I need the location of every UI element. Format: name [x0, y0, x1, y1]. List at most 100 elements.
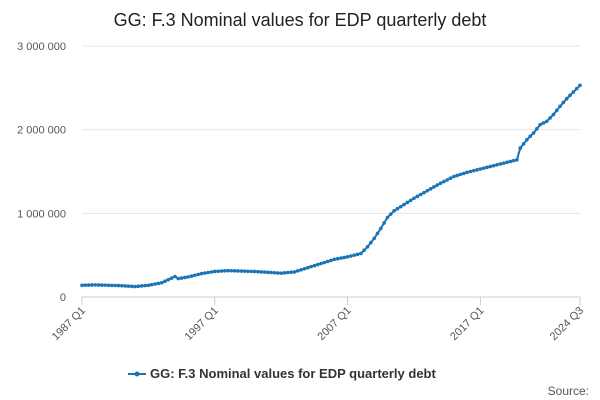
- data-point[interactable]: [90, 283, 94, 287]
- data-point[interactable]: [296, 269, 300, 273]
- data-point[interactable]: [531, 131, 536, 135]
- data-point[interactable]: [269, 270, 274, 275]
- data-point[interactable]: [232, 269, 237, 273]
- data-point[interactable]: [471, 168, 476, 173]
- data-point[interactable]: [508, 159, 513, 164]
- data-point[interactable]: [113, 283, 117, 288]
- data-point[interactable]: [256, 269, 260, 274]
- data-point[interactable]: [199, 271, 204, 276]
- data-point[interactable]: [398, 204, 403, 209]
- data-point[interactable]: [538, 122, 542, 127]
- data-point[interactable]: [458, 172, 463, 177]
- data-point[interactable]: [153, 282, 157, 286]
- data-point[interactable]: [213, 269, 217, 274]
- data-point[interactable]: [362, 248, 367, 252]
- data-point[interactable]: [578, 83, 582, 88]
- data-point[interactable]: [385, 215, 390, 220]
- data-point[interactable]: [179, 276, 184, 280]
- data-point[interactable]: [342, 255, 347, 260]
- data-point[interactable]: [468, 169, 473, 174]
- data-point[interactable]: [196, 272, 200, 277]
- data-point[interactable]: [259, 270, 264, 274]
- data-point[interactable]: [305, 265, 310, 270]
- data-point[interactable]: [312, 263, 317, 268]
- data-point[interactable]: [116, 283, 121, 288]
- data-point[interactable]: [120, 283, 124, 288]
- data-point[interactable]: [478, 167, 483, 171]
- data-point[interactable]: [515, 157, 519, 162]
- data-point[interactable]: [242, 269, 247, 273]
- data-point[interactable]: [528, 134, 532, 139]
- data-point[interactable]: [501, 161, 506, 165]
- data-point[interactable]: [548, 116, 552, 120]
- data-point[interactable]: [193, 273, 197, 278]
- data-point[interactable]: [216, 269, 220, 274]
- data-point[interactable]: [93, 283, 98, 287]
- data-point[interactable]: [525, 137, 529, 142]
- data-point[interactable]: [382, 221, 386, 225]
- data-point[interactable]: [518, 146, 523, 150]
- data-point[interactable]: [412, 196, 416, 201]
- data-point[interactable]: [209, 270, 214, 274]
- data-point[interactable]: [339, 256, 343, 260]
- data-point[interactable]: [292, 270, 297, 274]
- data-point[interactable]: [568, 93, 572, 98]
- data-point[interactable]: [276, 271, 280, 275]
- data-point[interactable]: [448, 176, 453, 180]
- data-point[interactable]: [279, 271, 284, 275]
- data-point[interactable]: [465, 170, 469, 175]
- data-point[interactable]: [375, 231, 380, 236]
- data-point[interactable]: [571, 90, 576, 94]
- data-point[interactable]: [535, 127, 539, 131]
- data-point[interactable]: [511, 158, 516, 163]
- data-point[interactable]: [405, 200, 410, 205]
- data-point[interactable]: [475, 168, 479, 172]
- source-label[interactable]: Source:: [548, 384, 589, 398]
- data-point[interactable]: [143, 283, 147, 288]
- data-point[interactable]: [126, 284, 131, 288]
- data-point[interactable]: [485, 165, 489, 170]
- data-point[interactable]: [541, 121, 546, 125]
- data-point[interactable]: [561, 100, 566, 105]
- data-point[interactable]: [564, 96, 569, 101]
- data-point[interactable]: [521, 142, 526, 146]
- data-point[interactable]: [183, 275, 187, 280]
- data-point[interactable]: [166, 277, 171, 282]
- legend-label[interactable]: GG: F.3 Nominal values for EDP quarterly…: [150, 366, 436, 381]
- data-point[interactable]: [219, 269, 224, 273]
- data-point[interactable]: [435, 183, 440, 187]
- data-point[interactable]: [442, 179, 446, 184]
- data-point[interactable]: [425, 188, 430, 193]
- data-point[interactable]: [236, 269, 240, 273]
- legend[interactable]: GG: F.3 Nominal values for EDP quarterly…: [128, 366, 436, 381]
- data-point[interactable]: [136, 284, 141, 289]
- data-point[interactable]: [252, 269, 257, 274]
- data-point[interactable]: [159, 280, 164, 285]
- data-point[interactable]: [123, 284, 127, 288]
- data-point[interactable]: [206, 270, 210, 275]
- data-point[interactable]: [388, 212, 393, 216]
- data-point[interactable]: [365, 245, 370, 249]
- data-point[interactable]: [100, 283, 104, 287]
- data-point[interactable]: [229, 268, 234, 273]
- data-point[interactable]: [189, 274, 194, 278]
- data-point[interactable]: [106, 283, 111, 288]
- data-point[interactable]: [445, 178, 450, 182]
- data-point[interactable]: [372, 236, 376, 241]
- data-point[interactable]: [395, 206, 400, 211]
- data-point[interactable]: [345, 255, 350, 259]
- data-point[interactable]: [286, 270, 290, 275]
- data-point[interactable]: [302, 266, 307, 271]
- data-point[interactable]: [352, 253, 357, 257]
- data-point[interactable]: [246, 269, 250, 274]
- data-point[interactable]: [110, 283, 114, 288]
- data-point[interactable]: [149, 282, 154, 287]
- data-point[interactable]: [309, 264, 313, 269]
- data-point[interactable]: [272, 270, 277, 275]
- data-point[interactable]: [222, 269, 227, 273]
- data-point[interactable]: [325, 259, 330, 264]
- data-point[interactable]: [574, 86, 579, 91]
- data-point[interactable]: [86, 283, 91, 287]
- data-point[interactable]: [103, 283, 108, 287]
- data-point[interactable]: [169, 276, 174, 280]
